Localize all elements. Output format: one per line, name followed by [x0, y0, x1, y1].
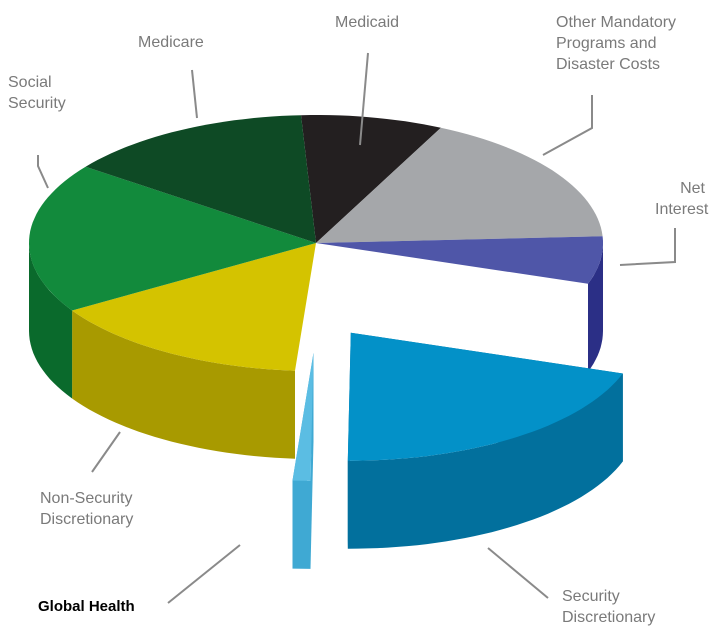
pie	[29, 115, 623, 569]
slice	[301, 115, 441, 243]
slice-label: Security Discretionary	[562, 588, 656, 626]
leader-line	[167, 544, 241, 604]
slice-label: Social Security	[8, 74, 66, 112]
slice-label: Non-Security Discretionary	[40, 490, 134, 528]
slice	[347, 332, 623, 461]
slice-side	[29, 243, 73, 399]
slice	[29, 166, 316, 311]
slice-side	[292, 480, 311, 569]
leader-line	[487, 547, 549, 599]
leader-line	[91, 431, 121, 473]
leader-line	[542, 95, 593, 156]
slice-label: Medicare	[138, 34, 204, 51]
leader-line	[359, 52, 369, 146]
leader-line	[191, 69, 198, 119]
slice-side	[588, 243, 603, 372]
slice	[316, 127, 603, 243]
slice-side	[347, 373, 623, 549]
slice	[85, 115, 316, 243]
slice-label: Global Health	[38, 598, 135, 615]
leader-line	[619, 228, 676, 266]
leader-line	[37, 155, 49, 189]
slice-side	[72, 310, 295, 459]
slice-label: Net Interest	[655, 180, 709, 218]
slice	[292, 352, 314, 481]
slice-label: Other Mandatory Programs and Disaster Co…	[556, 14, 677, 73]
slice	[72, 243, 316, 371]
slice	[316, 236, 603, 284]
slice-label: Medicaid	[335, 14, 400, 31]
